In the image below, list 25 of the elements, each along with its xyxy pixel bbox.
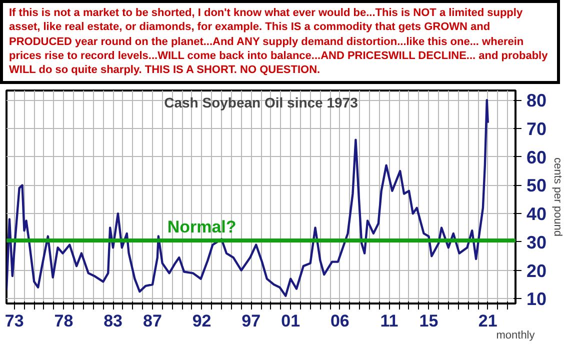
y-tick-label: 70: [526, 119, 547, 140]
y-tick-label: 40: [526, 204, 547, 224]
x-tick-label: 01: [281, 312, 300, 330]
y-tick-label: 10: [526, 289, 547, 310]
x-tick-label: 11: [380, 312, 398, 330]
chart-title: Cash Soybean Oil since 1973: [164, 94, 358, 110]
x-tick-label: 92: [192, 312, 212, 330]
y-tick-label: 80: [526, 90, 547, 111]
chart-subtitle: If this is not a market to be shorted, I don't know what ever would be...This is NOT a limited supply asset, like real estate, or diamonds, for example. This IS a commodity that gets GROWN and PRODUCED year round on the planet...And ANY supply demand distortion...like this one... wherein prices rise to record levels...WILL come back into balance...AND PRICESWILL DECLINE... and probably WILL do so quite sharply. THIS IS A SHORT. NO QUESTION.: [9, 6, 549, 78]
y-tick-label: 20: [526, 260, 547, 281]
line-series: [6, 99, 489, 297]
y-axis-title: cents per pound: [552, 158, 564, 236]
x-axis-title: monthly: [496, 330, 536, 342]
x-tick-label: 73: [4, 312, 24, 330]
y-tick-label: 30: [526, 232, 547, 252]
x-tick-label: 21: [478, 312, 498, 330]
ref-line-label: Normal?: [167, 218, 236, 237]
x-tick-label: 15: [419, 312, 438, 330]
x-tick-label: 87: [143, 312, 162, 330]
y-tick-label: 60: [526, 147, 547, 168]
x-tick-label: 83: [104, 312, 122, 330]
x-tick-label: 97: [242, 312, 261, 330]
x-tick-label: 06: [330, 312, 350, 330]
x-tick-label: 78: [54, 312, 74, 330]
y-tick-label: 50: [526, 176, 547, 196]
